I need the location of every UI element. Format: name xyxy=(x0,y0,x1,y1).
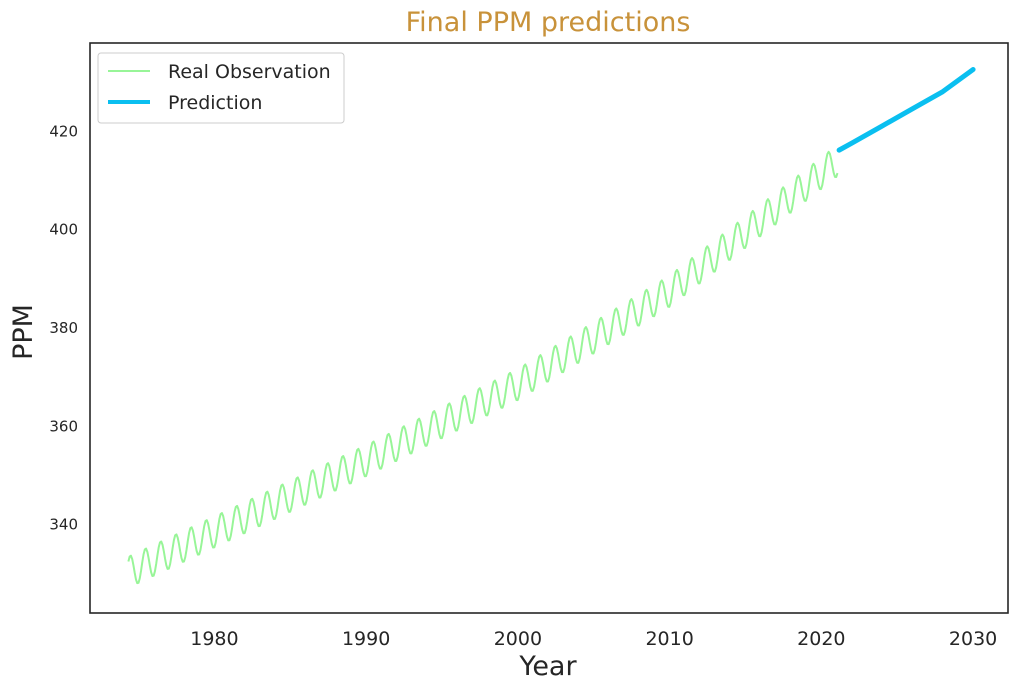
legend-box xyxy=(97,52,345,124)
x-tick-label: 2020 xyxy=(797,628,845,650)
legend-label-prediction: Prediction xyxy=(168,92,262,114)
legend-label-real-observation: Real Observation xyxy=(168,61,331,83)
y-axis-label: PPM xyxy=(8,304,39,360)
x-tick-label: 2010 xyxy=(645,628,693,650)
y-axis-ticks: 340 360 380 400 420 xyxy=(49,122,78,533)
series-layer xyxy=(127,67,976,585)
x-tick-label: 1980 xyxy=(190,628,238,650)
y-tick-label: 380 xyxy=(49,319,78,337)
x-axis-ticks: 1980 1990 2000 2010 2020 2030 xyxy=(190,628,997,650)
series-line-real-observation xyxy=(127,150,839,585)
x-tick-label: 2030 xyxy=(949,628,997,650)
legend: Real Observation Prediction xyxy=(97,52,345,124)
y-tick-label: 420 xyxy=(49,122,78,140)
chart-title: Final PPM predictions xyxy=(406,7,691,38)
x-tick-label: 1990 xyxy=(342,628,390,650)
x-tick-label: 2000 xyxy=(494,628,542,650)
y-tick-label: 400 xyxy=(49,221,78,239)
series-line-prediction xyxy=(836,67,976,153)
y-tick-label: 340 xyxy=(49,516,78,534)
y-tick-label: 360 xyxy=(49,417,78,435)
plot-area xyxy=(89,42,1009,614)
x-axis-label: Year xyxy=(518,651,577,682)
